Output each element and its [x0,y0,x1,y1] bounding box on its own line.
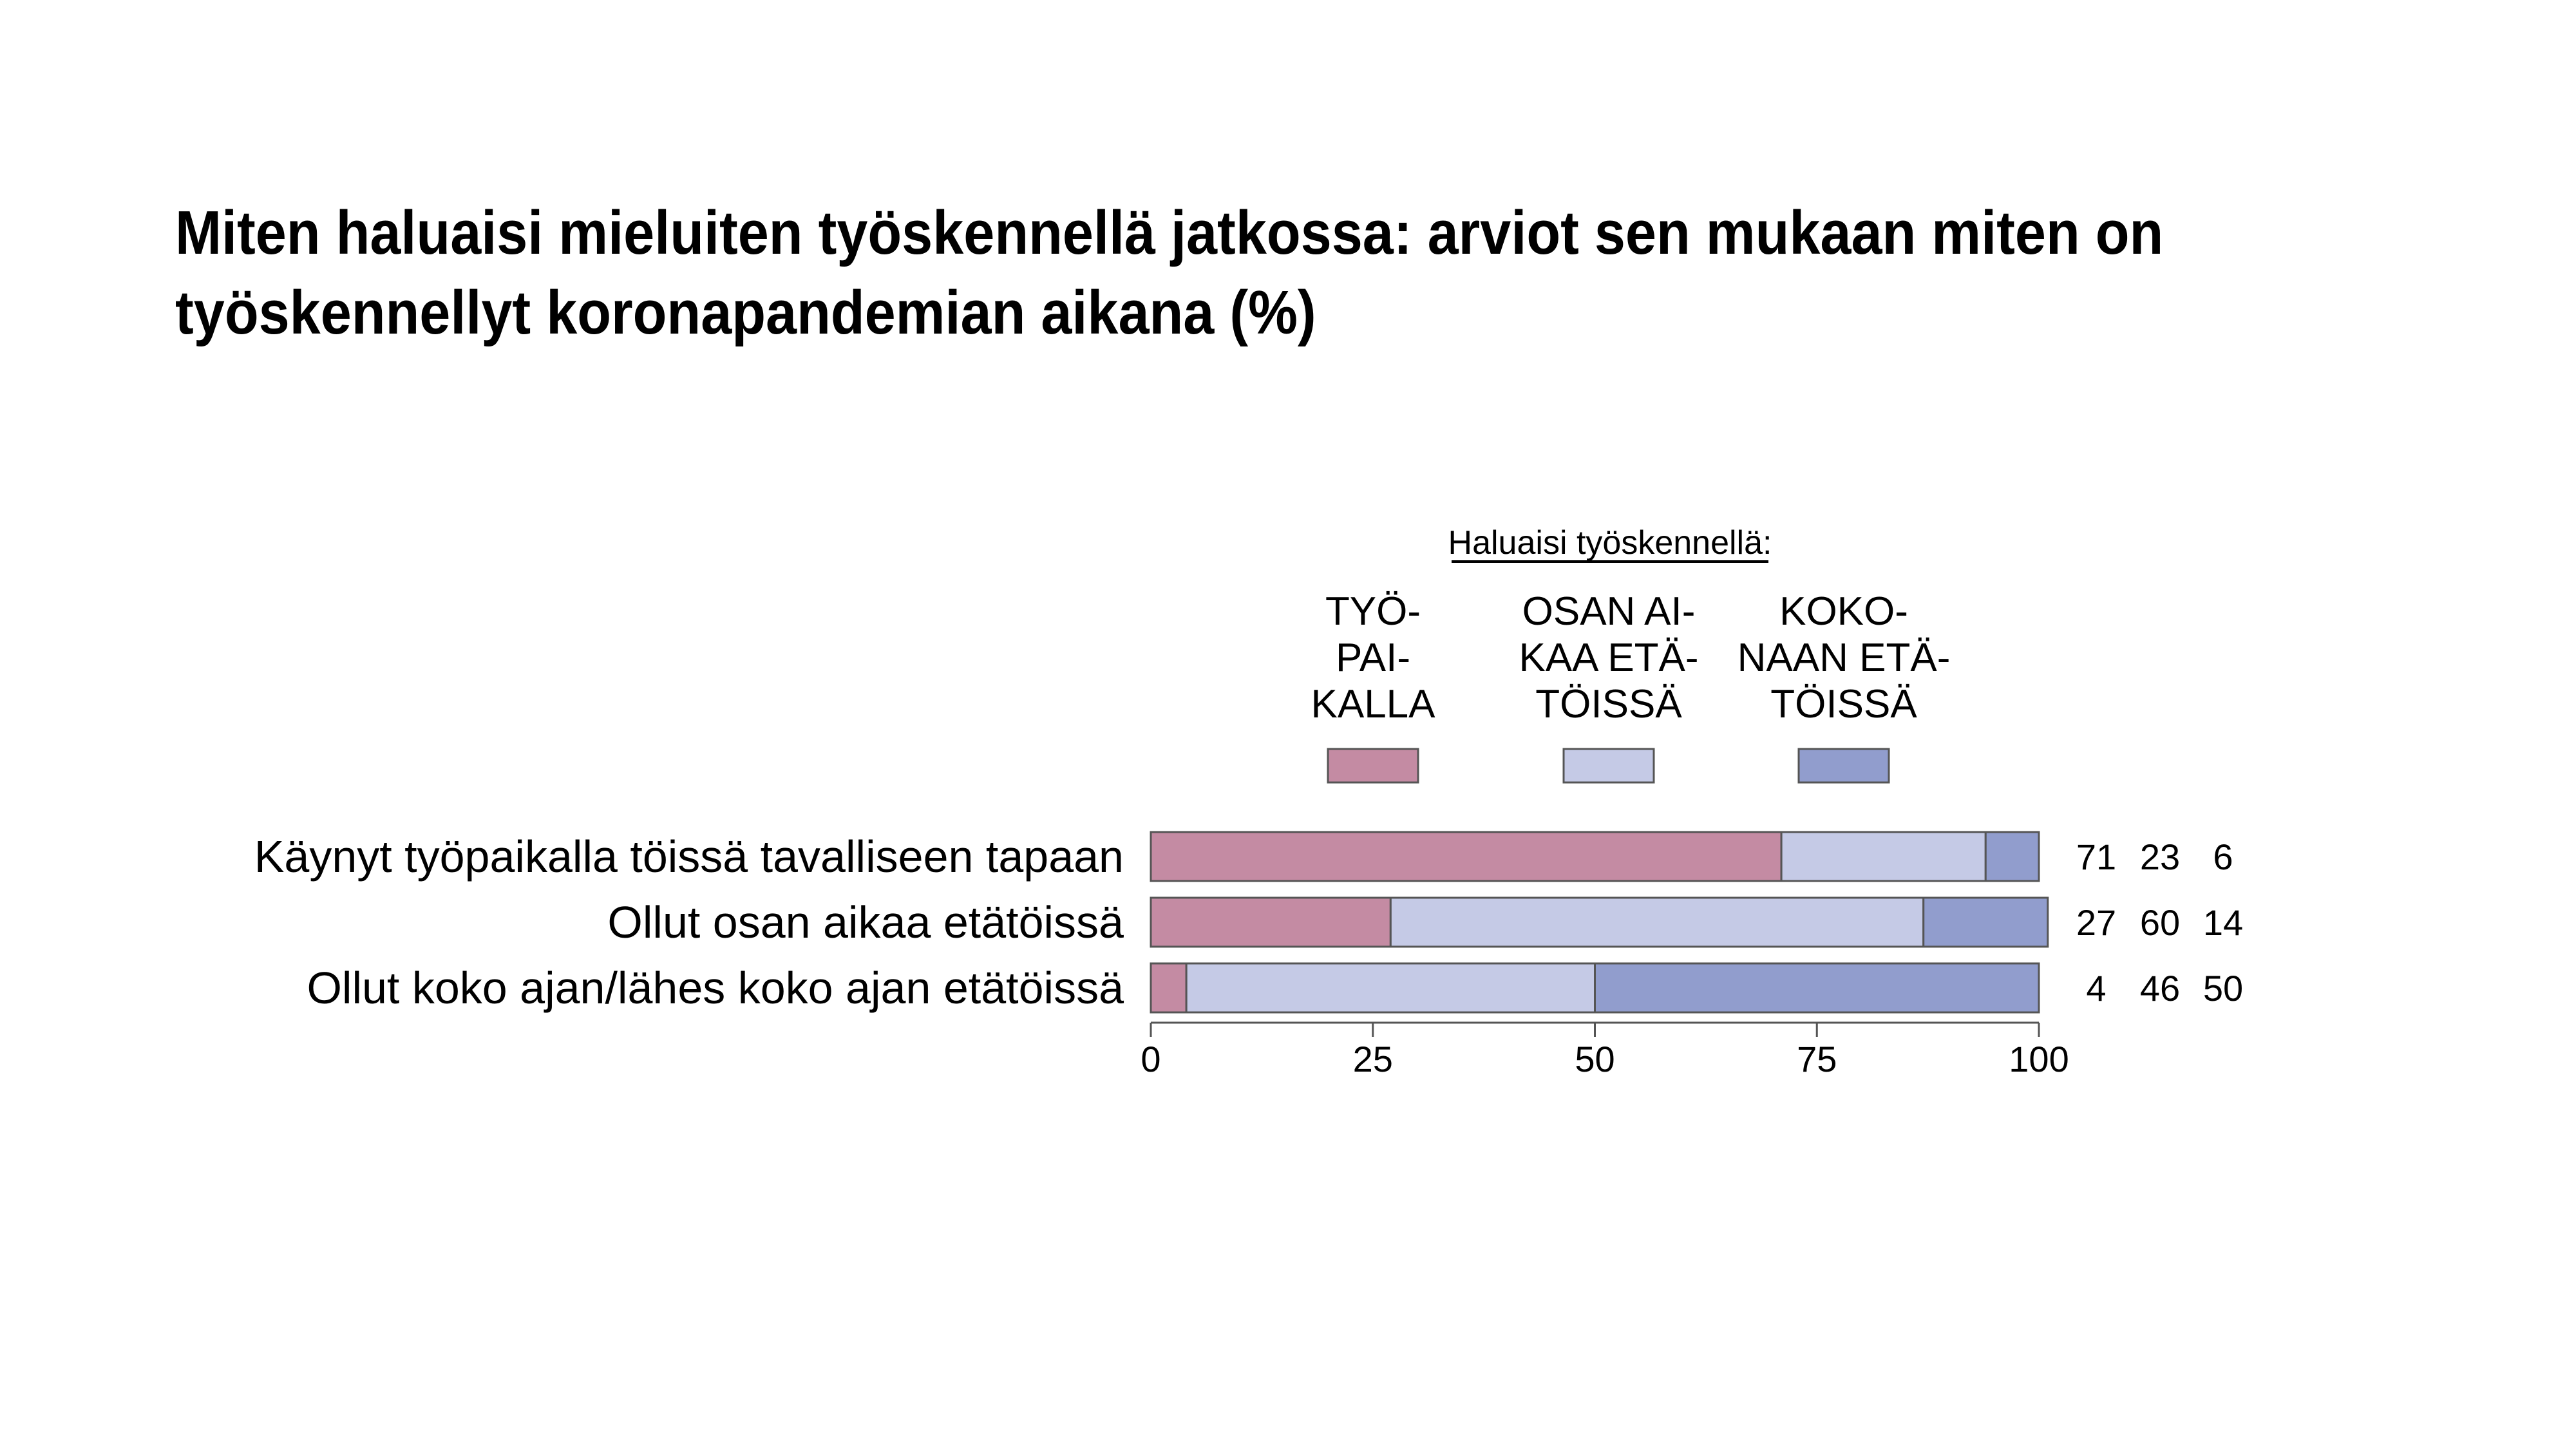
value-label-row-1-1: 71 [2076,837,2116,877]
legend-swatch-1 [1327,748,1419,784]
legend-label-3-line-3: TÖISSÄ [1770,682,1917,726]
bar-row-2-segment-3 [1922,896,2049,948]
bar-row-3-segment-1 [1150,962,1188,1014]
value-label-row-1-3: 6 [2213,837,2233,877]
value-label-row-3-3: 50 [2203,968,2243,1009]
chart-title-line-2: työskennellyt koronapandemian aikana (%) [175,278,1316,347]
value-label-row-2-3: 14 [2203,902,2243,943]
bar-row-1-segment-2 [1780,831,1987,882]
value-label-row-2-1: 27 [2076,902,2116,943]
value-label-row-1-2: 23 [2140,837,2180,877]
legend-label-2-line-3: TÖISSÄ [1535,682,1682,726]
value-label-row-3-1: 4 [2086,968,2106,1009]
bar-row-1-segment-3 [1984,831,2040,882]
value-label-row-3-2: 46 [2140,968,2180,1009]
value-label-row-2-2: 60 [2140,902,2180,943]
bar-row-3-segment-2 [1185,962,1596,1014]
chart-title-line-1: Miten haluaisi mieluiten työskennellä ja… [175,198,2164,267]
legend-label-3-line-2: NAAN ETÄ- [1738,636,1951,680]
legend-label-1-line-3: KALLA [1311,682,1435,726]
bar-row-2-segment-2 [1389,896,1925,948]
x-tick-label-1: 0 [1141,1039,1160,1079]
bar-row-2-segment-1 [1150,896,1392,948]
legend-label-3-line-1: KOKO- [1779,589,1908,634]
category-label-2: Ollut osan aikaa etätöissä [607,897,1124,947]
x-tick-label-2: 25 [1353,1039,1393,1079]
legend-swatch-2 [1562,748,1655,784]
x-tick-label-5: 100 [2009,1039,2069,1079]
category-label-3: Ollut koko ajan/lähes koko ajan etätöiss… [307,963,1124,1013]
category-label-1: Käynyt työpaikalla töissä tavalliseen ta… [254,831,1124,882]
legend-heading: Haluaisi työskennellä: [1448,524,1772,562]
legend-swatch-3 [1797,748,1890,784]
legend-label-2-line-2: KAA ETÄ- [1519,636,1698,680]
bar-row-3-segment-3 [1594,962,2040,1014]
legend-label-1-line-1: TYÖ- [1325,589,1421,634]
x-tick-label-3: 50 [1575,1039,1615,1079]
x-tick-label-4: 75 [1797,1039,1837,1079]
bar-row-1-segment-1 [1150,831,1783,882]
legend-label-2-line-1: OSAN AI- [1522,589,1696,634]
legend-label-1-line-2: PAI- [1336,636,1410,680]
chart-title: Miten haluaisi mieluiten työskennellä ja… [175,193,2204,353]
